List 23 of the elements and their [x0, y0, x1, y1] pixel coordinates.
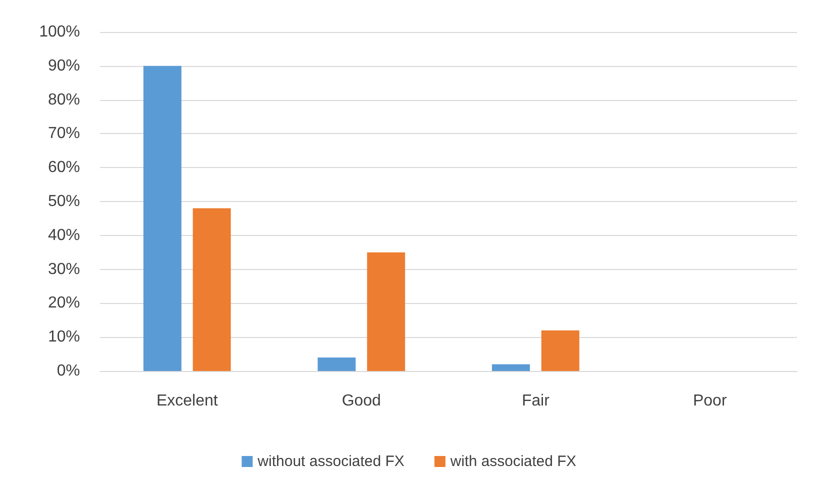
- bar: [318, 357, 356, 371]
- y-tick-label: 60%: [48, 159, 80, 176]
- y-tick-label: 20%: [48, 294, 80, 312]
- bar: [192, 208, 231, 371]
- bar: [367, 252, 406, 371]
- x-tick-label: Excelent: [156, 392, 218, 410]
- x-tick-label: Good: [342, 392, 381, 410]
- y-tick-label: 30%: [48, 260, 80, 278]
- legend-label: without associated FX: [256, 453, 404, 470]
- y-tick-label: 100%: [39, 24, 80, 40]
- y-tick-label: 40%: [48, 226, 80, 244]
- y-tick-label: 90%: [48, 57, 80, 74]
- y-tick-label: 10%: [48, 328, 80, 346]
- bar: [492, 364, 530, 371]
- legend-label: with associated FX: [449, 453, 576, 470]
- bar: [143, 66, 182, 371]
- bar: [541, 330, 580, 371]
- y-tick-label: 80%: [48, 91, 80, 108]
- x-tick-label: Poor: [692, 392, 728, 410]
- x-tick-label: Fair: [522, 392, 550, 410]
- y-tick-label: 0%: [56, 362, 80, 380]
- y-tick-label: 50%: [48, 193, 80, 210]
- y-tick-label: 70%: [48, 125, 80, 142]
